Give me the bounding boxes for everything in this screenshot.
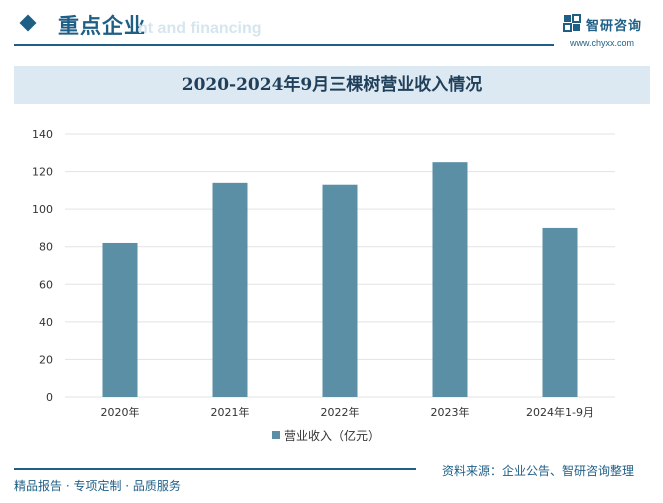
bar	[322, 184, 358, 397]
y-tick-label: 100	[32, 203, 53, 216]
brand-logo: 智研咨询 www.chyxx.com	[562, 13, 662, 53]
y-tick-label: 40	[39, 316, 53, 329]
y-tick-label: 0	[46, 391, 53, 404]
x-tick-label: 2024年1-9月	[526, 405, 594, 419]
bar	[212, 182, 248, 397]
watermark-text: nt and financing	[138, 20, 262, 37]
section-title: 重点企业	[58, 14, 146, 38]
bar	[102, 242, 138, 397]
y-tick-label: 140	[32, 128, 53, 141]
footer-tagline: 精品报告 · 专项定制 · 品质服务	[14, 479, 181, 493]
footer-divider	[14, 468, 416, 470]
y-tick-label: 120	[32, 166, 53, 179]
x-tick-label: 2022年	[321, 405, 360, 419]
y-tick-label: 80	[39, 241, 53, 254]
y-tick-label: 20	[39, 353, 53, 366]
source-note: 资料来源：企业公告、智研咨询整理	[442, 464, 635, 478]
legend-label: 营业收入（亿元）	[284, 428, 380, 443]
chart-title-banner: 2020-2024年9月三棵树营业收入情况	[14, 66, 650, 104]
bar	[432, 162, 468, 397]
x-tick-label: 2023年	[431, 405, 470, 419]
brand-url: www.chyxx.com	[570, 38, 635, 48]
brand-name: 智研咨询	[586, 19, 643, 34]
header: 重点企业 nt and financing	[0, 0, 663, 50]
chart-title: 2020-2024年9月三棵树营业收入情况	[181, 75, 483, 95]
header-divider	[14, 44, 554, 46]
y-tick-label: 60	[39, 278, 53, 291]
x-tick-label: 2020年	[101, 405, 140, 419]
bar	[542, 227, 578, 397]
x-tick-label: 2021年	[211, 405, 250, 419]
legend-swatch	[272, 431, 280, 439]
bar-chart: 0 20 40 60 80 100 120 140 2020年 2021年 2022年 2023年 20…	[32, 128, 615, 443]
logo-icon	[563, 14, 581, 32]
diamond-icon	[19, 14, 37, 32]
